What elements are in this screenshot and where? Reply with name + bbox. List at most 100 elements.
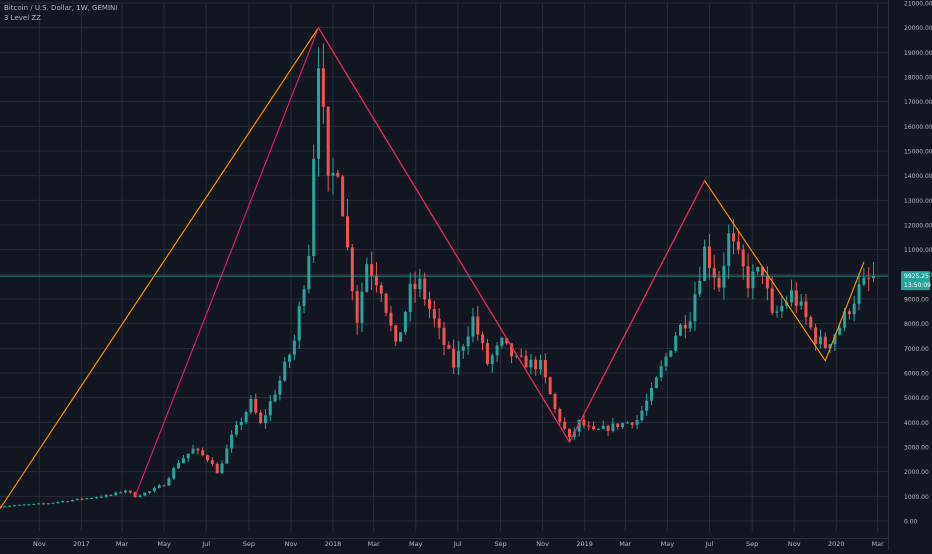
time-tick-label: May	[661, 540, 675, 548]
candle	[215, 463, 219, 474]
candle	[191, 448, 195, 454]
candle	[273, 394, 277, 402]
candle	[152, 487, 156, 492]
time-tick-label: Nov	[33, 540, 46, 548]
candle	[278, 380, 282, 395]
candle	[123, 490, 127, 493]
candle	[577, 419, 581, 432]
candle	[167, 478, 171, 486]
candle	[413, 283, 417, 290]
price-tick-label: 0.00	[904, 519, 918, 526]
candle	[379, 285, 383, 294]
price-tick-label: 16000.00	[904, 124, 932, 131]
candle	[765, 275, 769, 289]
candle	[225, 448, 229, 464]
candle	[3, 506, 7, 508]
candle	[625, 422, 629, 424]
candle	[312, 158, 316, 257]
candle	[563, 421, 567, 429]
candle	[746, 266, 750, 289]
candle	[288, 354, 292, 362]
candle	[592, 426, 596, 430]
price-tick-label: 4000.00	[904, 420, 929, 427]
candle	[814, 327, 818, 345]
candle	[567, 428, 571, 437]
indicator-label[interactable]: 3 Level ZZ	[4, 14, 41, 22]
candles	[0, 43, 876, 508]
candle	[37, 503, 41, 505]
candle	[664, 356, 668, 367]
time-tick-label: May	[157, 540, 171, 548]
candle	[524, 355, 528, 368]
candle	[51, 502, 55, 504]
candle	[350, 247, 354, 292]
candle	[17, 504, 21, 506]
price-tick-label: 3000.00	[904, 445, 929, 452]
candle	[95, 497, 99, 499]
candle	[32, 503, 36, 505]
candle	[70, 500, 74, 502]
candle	[847, 311, 851, 315]
candle	[249, 398, 253, 413]
time-tick-label: 2020	[828, 540, 845, 548]
candle	[27, 504, 31, 506]
candle	[514, 355, 518, 357]
candle	[12, 505, 16, 507]
price-tick-label: 18000.00	[904, 75, 932, 82]
candle	[297, 306, 301, 341]
candle	[707, 246, 711, 268]
candle	[370, 264, 374, 276]
candle	[838, 327, 842, 335]
price-tick-label: 5000.00	[904, 395, 929, 402]
candle	[220, 463, 224, 474]
candle	[239, 421, 243, 426]
price-tick-label: 20000.00	[904, 25, 932, 32]
candle	[539, 359, 543, 370]
price-tag-countdown: 13:50:09	[904, 282, 931, 289]
candle	[510, 343, 514, 357]
time-tick-label: Sep	[243, 540, 255, 548]
time-tick-label: May	[409, 540, 423, 548]
candle	[751, 271, 755, 289]
candle	[741, 249, 745, 267]
candle	[843, 311, 847, 328]
time-tick-label: Mar	[872, 540, 885, 548]
candle	[341, 176, 345, 217]
price-tick-label: 9000.00	[904, 297, 929, 304]
candle	[650, 387, 654, 401]
candle	[727, 233, 731, 266]
candle	[736, 241, 740, 250]
candle	[268, 401, 272, 416]
candle	[61, 501, 65, 503]
candle	[408, 283, 412, 312]
time-axis: Nov 2017 Mar May Jul Sep Nov 2018 Mar May Jul Sep No…	[33, 540, 884, 548]
candle	[804, 301, 808, 318]
candle	[172, 468, 176, 479]
candle	[553, 394, 557, 409]
candle	[466, 336, 470, 347]
candle	[674, 335, 678, 351]
candle	[852, 303, 856, 315]
price-tick-label: 21000.00	[904, 1, 932, 8]
candle	[302, 289, 306, 307]
candle	[365, 264, 369, 292]
price-tick-label: 1000.00	[904, 494, 929, 501]
price-axis: 0.00 1000.00 2000.00 3000.00 4000.00 5000.00 6…	[904, 1, 932, 526]
candle	[490, 355, 494, 364]
candle	[606, 425, 610, 431]
time-tick-label: Sep	[746, 540, 758, 548]
candle	[234, 425, 238, 435]
candle	[80, 498, 84, 500]
candle	[66, 501, 70, 503]
candle	[317, 68, 321, 159]
candle	[809, 317, 813, 328]
candle	[461, 346, 465, 351]
price-tag-value: 9925.25	[904, 273, 929, 280]
price-tick-label: 6000.00	[904, 371, 929, 378]
candle	[698, 280, 702, 295]
candle	[456, 350, 460, 368]
grid	[0, 0, 889, 550]
candle	[732, 233, 736, 242]
